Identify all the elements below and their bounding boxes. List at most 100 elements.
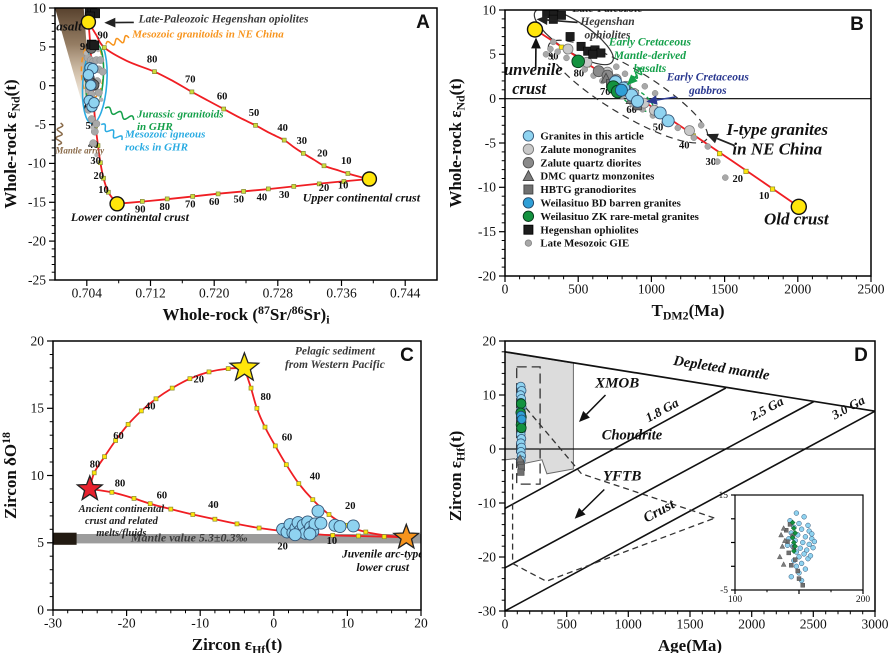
- granites-this-article: [82, 62, 100, 113]
- mixing-endpoints: [80, 14, 378, 212]
- svg-text:30: 30: [279, 190, 290, 201]
- label-depleted-mantle: Depleted mantle: [671, 353, 771, 384]
- svg-text:Upper continental crust: Upper continental crust: [303, 191, 421, 205]
- svg-text:0: 0: [270, 616, 277, 631]
- panel-a-sr-nd-mixing-plot: 9060504030201090807060504030201090807060…: [0, 0, 445, 326]
- svg-text:20: 20: [414, 616, 428, 631]
- svg-text:40: 40: [145, 402, 156, 413]
- svg-text:Weilasituo ZK rare-metal grani: Weilasituo ZK rare-metal granites: [540, 211, 698, 223]
- svg-text:0.712: 0.712: [135, 286, 165, 301]
- svg-text:-10: -10: [478, 495, 496, 510]
- callout-mesozoic-igneous-ghr: [100, 123, 123, 141]
- svg-text:-10: -10: [191, 616, 209, 631]
- label-early-cretaceous-basalts: Early Cretaceous Mantle-derived basalts: [608, 37, 692, 76]
- svg-text:80: 80: [260, 392, 271, 403]
- svg-text:-10: -10: [478, 180, 496, 195]
- label-pelagic-sediment: Pelagic sediment from Western Pacific: [285, 346, 385, 371]
- label-juvenile-arc: Juvenile arc-type lower crust: [341, 549, 422, 574]
- svg-text:10: 10: [31, 468, 45, 483]
- label-early-cretaceous-gabbros: Early Cretaceous gabbros: [666, 72, 750, 97]
- svg-text:20: 20: [193, 375, 204, 386]
- B-axes: 0 500 1000 1500 2000 2500 -20 -15 -10 -5 0 5 10: [478, 2, 885, 296]
- svg-text:50: 50: [249, 108, 260, 119]
- svg-text:0.744: 0.744: [390, 286, 421, 301]
- svg-text:1500: 1500: [677, 617, 704, 632]
- svg-text:-15: -15: [28, 195, 46, 210]
- svg-text:-20: -20: [118, 616, 136, 631]
- svg-text:Zalute monogranites: Zalute monogranites: [540, 144, 636, 156]
- field-itype-granites: [547, 39, 709, 144]
- svg-text:Crust: Crust: [641, 496, 679, 526]
- svg-text:Zircon εHf(t): Zircon εHf(t): [192, 635, 283, 653]
- arrow-basalts: [626, 74, 639, 86]
- granites-this-article: [609, 75, 675, 128]
- svg-text:20: 20: [31, 333, 45, 348]
- A-axes: 0.704 0.712 0.720 0.728 0.736 0.744 -25 -20 -15 -…: [28, 0, 438, 301]
- arrow-itype: [706, 133, 736, 147]
- svg-text:10: 10: [483, 2, 497, 17]
- panel-letter-B: B: [850, 14, 864, 35]
- panel-c-svg: Mantle value 5.3±0.3‰ 80 60 40 20 80 60 40 20 80 6…: [0, 333, 429, 653]
- svg-text:30: 30: [296, 136, 307, 147]
- svg-text:-30: -30: [478, 603, 496, 618]
- B-plot-content: 90 80 70 60 50 40 30 20 10 Granites in this artic…: [495, 3, 871, 250]
- svg-text:Whole-rock εNd(t): Whole-rock εNd(t): [446, 78, 467, 207]
- panel-c-hf-o18-mixing-plot: Mantle value 5.3±0.3‰ 80 60 40 20 80 60 40 20 80 6…: [0, 327, 445, 653]
- pelagic-sediment-star: [228, 351, 261, 382]
- svg-text:20: 20: [277, 542, 288, 553]
- svg-text:YFTB: YFTB: [603, 468, 641, 484]
- svg-text:20: 20: [319, 183, 330, 194]
- svg-text:1000: 1000: [638, 282, 665, 297]
- svg-text:40: 40: [257, 192, 268, 203]
- panel-letter-D: D: [854, 345, 868, 366]
- mixing-tick-marks: [88, 44, 351, 204]
- mixing-tick-marks: [91, 366, 387, 540]
- svg-text:20: 20: [317, 148, 328, 159]
- label-jurassic-ghr: Jurassic granitoids in GHR: [136, 109, 224, 134]
- svg-text:2500: 2500: [800, 617, 827, 632]
- svg-text:XMOB: XMOB: [594, 375, 639, 391]
- mixing-curve-ancient-pelagic: [88, 367, 245, 490]
- svg-text:-15: -15: [478, 224, 496, 239]
- C-axes: -30 -20 -10 0 10 20 0 5 10 15 20: [31, 333, 429, 630]
- svg-text:500: 500: [568, 282, 589, 297]
- svg-text:20: 20: [483, 333, 497, 348]
- mantle-value-dark-block: [53, 532, 77, 545]
- svg-text:-5: -5: [485, 135, 496, 150]
- svg-text:90: 90: [98, 30, 109, 41]
- panel-letter-A: A: [416, 12, 430, 33]
- svg-text:80: 80: [574, 69, 585, 80]
- svg-text:40: 40: [310, 472, 321, 483]
- svg-text:90: 90: [80, 42, 91, 53]
- xmob-field: [504, 351, 574, 475]
- juvenile-arc-star: [392, 522, 421, 550]
- inset-green-diamonds: [789, 519, 799, 554]
- arrow-yftb: [574, 488, 605, 519]
- svg-text:60: 60: [282, 433, 293, 444]
- label-mesozoic-ne-china: Mesozoic granitoids in NE China: [131, 29, 284, 41]
- svg-text:-10: -10: [28, 156, 46, 171]
- svg-text:5: 5: [39, 39, 46, 54]
- svg-text:Age(Ma): Age(Ma): [658, 636, 722, 653]
- C-plot-content: Mantle value 5.3±0.3‰ 80 60 40 20 80 60 40 20 80 6…: [53, 346, 422, 574]
- D-inset-plot-content: [776, 510, 818, 588]
- A-plot-content: 9060504030201090807060504030201090807060…: [47, 7, 421, 224]
- svg-text:2000: 2000: [784, 282, 811, 297]
- label-ancient-crust: Ancient continental crust and related melt…: [78, 504, 165, 539]
- svg-text:60: 60: [626, 105, 637, 116]
- svg-text:Basalt: Basalt: [47, 19, 82, 34]
- svg-text:20: 20: [733, 174, 744, 185]
- mixing-percent-labels: 80 60 40 20 80 60 40 20 80 60 40 20 10: [90, 375, 356, 553]
- svg-text:0: 0: [502, 282, 509, 297]
- callout-jurassic-ghr: [104, 106, 135, 121]
- svg-text:10: 10: [341, 616, 355, 631]
- svg-text:20: 20: [94, 171, 105, 182]
- svg-text:Late Mesozoic GIE: Late Mesozoic GIE: [540, 238, 629, 250]
- mantle-array-field: [55, 8, 94, 129]
